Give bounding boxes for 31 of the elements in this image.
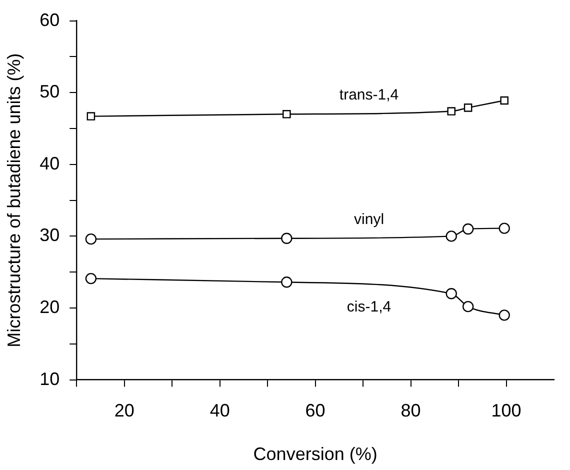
point bbox=[498, 310, 510, 321]
x-tick-label: 80 bbox=[400, 400, 421, 421]
point bbox=[464, 104, 472, 112]
y-tick-label: 40 bbox=[40, 153, 60, 174]
point bbox=[282, 110, 291, 118]
y-tick-label: 20 bbox=[40, 296, 60, 317]
point bbox=[85, 272, 97, 284]
series-label: trans-1,4 bbox=[339, 86, 399, 104]
point bbox=[446, 288, 457, 300]
y-tick-label: 50 bbox=[40, 82, 60, 102]
point bbox=[462, 223, 474, 235]
series-label: vinyl bbox=[354, 210, 384, 228]
x-tick-label: 60 bbox=[305, 400, 326, 421]
point bbox=[85, 233, 97, 245]
point bbox=[86, 112, 96, 120]
point bbox=[500, 96, 508, 105]
y-axis-title: Microstructure of butadiene units (%) bbox=[4, 53, 24, 348]
point bbox=[447, 107, 456, 116]
y-tick-label: 10 bbox=[40, 368, 60, 389]
point bbox=[462, 300, 474, 312]
series-label: cis-1,4 bbox=[346, 298, 392, 316]
point bbox=[498, 222, 510, 234]
y-tick-label: 60 bbox=[40, 10, 60, 30]
y-tick-label: 30 bbox=[40, 225, 60, 246]
point bbox=[446, 230, 457, 242]
x-axis-title: Conversion (%) bbox=[253, 444, 378, 464]
x-tick-label: 40 bbox=[210, 400, 230, 421]
point bbox=[281, 232, 292, 244]
x-tick-label: 100 bbox=[491, 400, 522, 421]
x-tick-label: 20 bbox=[114, 400, 134, 421]
point bbox=[281, 276, 292, 288]
